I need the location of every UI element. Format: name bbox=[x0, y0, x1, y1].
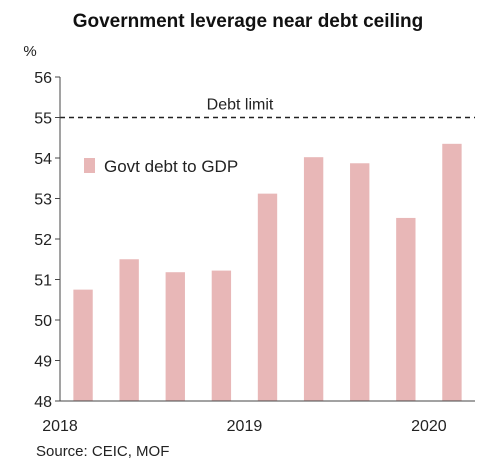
y-tick-label: 51 bbox=[34, 273, 52, 290]
y-tick-label: 56 bbox=[34, 70, 52, 87]
legend-swatch bbox=[84, 158, 95, 173]
bar bbox=[211, 270, 232, 401]
x-tick-label: 2020 bbox=[411, 418, 447, 435]
bar bbox=[119, 259, 139, 401]
bar bbox=[350, 163, 370, 401]
legend-label: Govt debt to GDP bbox=[104, 157, 238, 176]
debt-limit-label: Debt limit bbox=[207, 97, 274, 114]
y-tick-label: 48 bbox=[34, 394, 52, 411]
bar bbox=[165, 272, 185, 401]
bar bbox=[442, 143, 462, 401]
chart-title: Government leverage near debt ceiling bbox=[73, 11, 424, 32]
y-axis-unit: % bbox=[23, 43, 36, 60]
bars bbox=[73, 143, 462, 401]
y-tick-label: 49 bbox=[34, 354, 52, 371]
bar bbox=[396, 217, 416, 401]
x-tick-label: 2019 bbox=[227, 418, 263, 435]
source-note: Source: CEIC, MOF bbox=[36, 443, 169, 460]
y-tick-label: 50 bbox=[34, 313, 52, 330]
y-tick-label: 55 bbox=[34, 111, 52, 128]
y-axis-ticks: 48 49 50 51 52 53 54 55 56 bbox=[34, 70, 60, 411]
bar bbox=[73, 289, 93, 401]
x-tick-label: 2018 bbox=[42, 418, 78, 435]
bar bbox=[303, 157, 324, 401]
bar bbox=[257, 193, 278, 401]
y-tick-label: 52 bbox=[34, 232, 52, 249]
y-tick-label: 54 bbox=[34, 151, 52, 168]
x-axis-ticks: 2018 2019 2020 bbox=[42, 418, 447, 435]
legend: Govt debt to GDP bbox=[84, 157, 238, 176]
y-tick-label: 53 bbox=[34, 192, 52, 209]
